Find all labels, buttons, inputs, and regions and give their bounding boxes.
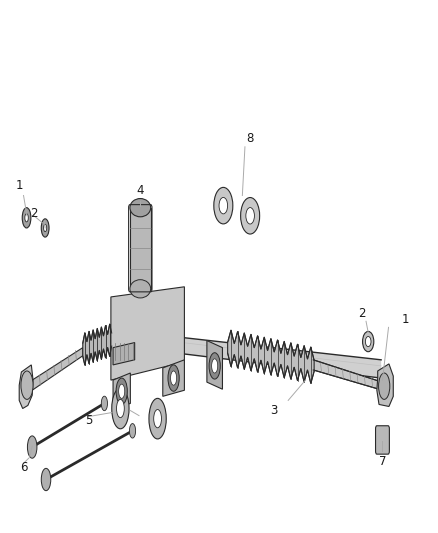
Polygon shape (228, 330, 314, 383)
Circle shape (101, 396, 107, 411)
Ellipse shape (363, 332, 374, 352)
Text: 4: 4 (137, 184, 144, 197)
Text: 7: 7 (379, 455, 386, 468)
Polygon shape (182, 337, 381, 378)
Ellipse shape (219, 197, 228, 214)
Ellipse shape (214, 188, 233, 224)
Polygon shape (130, 208, 151, 289)
Ellipse shape (154, 409, 162, 428)
Text: 2: 2 (30, 207, 38, 220)
Circle shape (28, 436, 37, 458)
Polygon shape (19, 365, 33, 408)
Ellipse shape (112, 388, 129, 429)
Circle shape (129, 424, 136, 438)
Ellipse shape (117, 399, 124, 418)
Ellipse shape (130, 198, 151, 217)
Circle shape (119, 384, 125, 398)
Polygon shape (32, 348, 83, 390)
Circle shape (41, 469, 51, 491)
Polygon shape (83, 324, 112, 365)
Circle shape (378, 373, 390, 399)
Circle shape (116, 378, 127, 405)
Circle shape (21, 371, 33, 399)
Text: 2: 2 (358, 306, 365, 320)
Circle shape (209, 353, 220, 379)
Circle shape (170, 371, 177, 385)
Polygon shape (113, 373, 131, 408)
Polygon shape (163, 360, 184, 397)
FancyBboxPatch shape (375, 426, 389, 454)
Ellipse shape (44, 224, 47, 232)
Ellipse shape (240, 198, 260, 234)
Ellipse shape (41, 219, 49, 237)
Ellipse shape (130, 280, 151, 298)
Text: 1: 1 (15, 179, 23, 192)
Ellipse shape (149, 398, 166, 439)
Text: 6: 6 (20, 461, 27, 474)
Circle shape (168, 365, 179, 391)
Polygon shape (207, 341, 223, 389)
Ellipse shape (25, 214, 28, 222)
Polygon shape (377, 364, 393, 407)
Text: 1: 1 (401, 313, 409, 326)
Ellipse shape (365, 336, 371, 346)
Polygon shape (113, 343, 134, 365)
Polygon shape (313, 360, 379, 389)
Ellipse shape (22, 208, 31, 228)
Text: 5: 5 (85, 414, 92, 427)
Circle shape (212, 359, 218, 373)
Text: 8: 8 (247, 132, 254, 145)
Ellipse shape (246, 207, 254, 224)
Polygon shape (111, 287, 184, 380)
Text: 3: 3 (271, 404, 278, 417)
